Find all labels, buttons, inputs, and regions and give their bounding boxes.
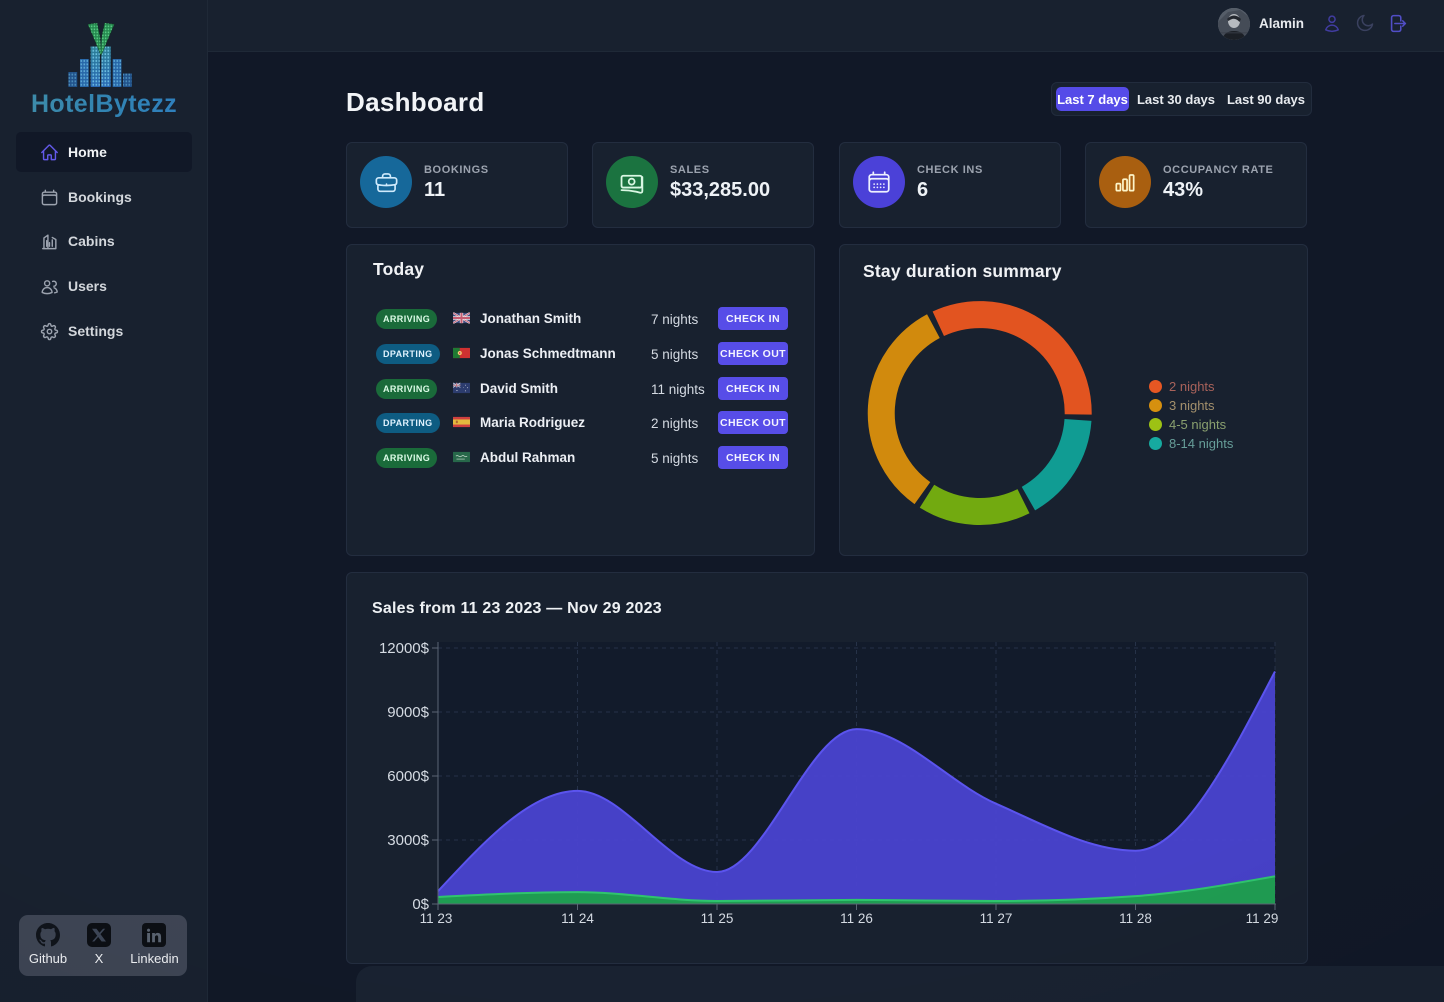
svg-text:3000$: 3000$ bbox=[387, 832, 429, 849]
svg-text:12000$: 12000$ bbox=[379, 640, 430, 657]
svg-text:11 25: 11 25 bbox=[701, 911, 734, 926]
svg-text:11 26: 11 26 bbox=[840, 911, 873, 926]
svg-text:11 28: 11 28 bbox=[1119, 911, 1152, 926]
svg-text:11 29: 11 29 bbox=[1246, 911, 1279, 926]
svg-text:9000$: 9000$ bbox=[387, 704, 429, 721]
svg-text:6000$: 6000$ bbox=[387, 768, 429, 785]
svg-text:11 24: 11 24 bbox=[561, 911, 594, 926]
svg-text:11 27: 11 27 bbox=[980, 911, 1013, 926]
svg-text:11 23: 11 23 bbox=[420, 911, 453, 926]
svg-text:0$: 0$ bbox=[412, 896, 429, 913]
